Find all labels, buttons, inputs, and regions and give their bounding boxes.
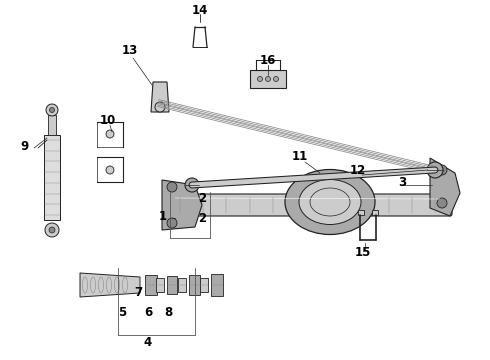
Circle shape [437, 165, 447, 175]
Text: 4: 4 [144, 336, 152, 348]
Circle shape [266, 77, 270, 81]
Text: 16: 16 [260, 54, 276, 67]
Text: 5: 5 [118, 306, 126, 319]
Circle shape [167, 182, 177, 192]
Circle shape [185, 178, 199, 192]
Circle shape [45, 223, 59, 237]
Polygon shape [156, 278, 164, 292]
Bar [358, 210, 364, 215]
Text: 2: 2 [198, 211, 206, 225]
Circle shape [157, 87, 163, 93]
Circle shape [106, 130, 114, 138]
Polygon shape [211, 274, 223, 296]
Polygon shape [189, 275, 200, 295]
Polygon shape [48, 115, 56, 135]
Polygon shape [430, 158, 460, 216]
FancyBboxPatch shape [163, 194, 452, 216]
Text: 14: 14 [192, 4, 208, 17]
Text: 6: 6 [144, 306, 152, 319]
Circle shape [167, 218, 177, 228]
Text: 8: 8 [164, 306, 172, 319]
Polygon shape [178, 278, 186, 292]
Polygon shape [162, 180, 202, 230]
Text: 3: 3 [398, 175, 406, 189]
Polygon shape [145, 275, 157, 295]
Polygon shape [200, 278, 208, 292]
Circle shape [46, 104, 58, 116]
Circle shape [258, 77, 263, 81]
Text: 2: 2 [198, 192, 206, 204]
Circle shape [273, 77, 278, 81]
Circle shape [49, 227, 55, 233]
Text: 10: 10 [100, 113, 116, 126]
Text: 11: 11 [292, 150, 308, 163]
Text: 7: 7 [134, 285, 142, 298]
Polygon shape [44, 135, 60, 220]
Text: 15: 15 [355, 246, 371, 258]
Text: 13: 13 [122, 44, 138, 57]
Text: 1: 1 [159, 211, 167, 224]
Circle shape [49, 108, 54, 112]
Polygon shape [250, 70, 286, 88]
Circle shape [437, 198, 447, 208]
Circle shape [155, 102, 165, 112]
Text: 9: 9 [20, 140, 28, 153]
Ellipse shape [299, 180, 361, 225]
Text: 12: 12 [350, 165, 366, 177]
Bar [372, 210, 378, 215]
Circle shape [427, 162, 443, 178]
Circle shape [106, 166, 114, 174]
Ellipse shape [285, 170, 375, 234]
Polygon shape [80, 273, 140, 297]
Polygon shape [151, 82, 169, 112]
Polygon shape [167, 276, 177, 294]
